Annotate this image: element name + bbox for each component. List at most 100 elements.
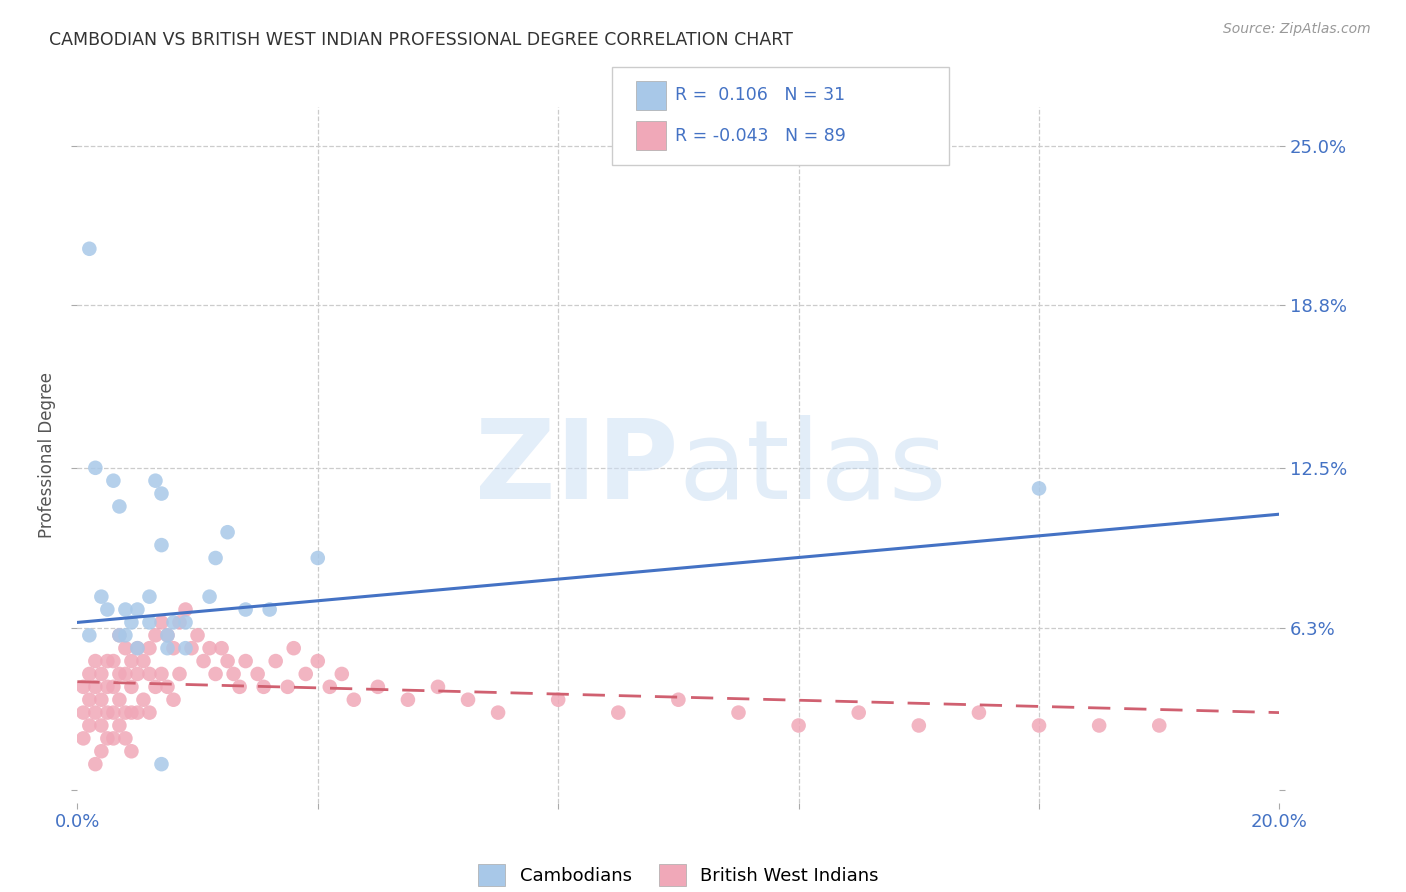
Point [96,602,118,616]
Point [132,654,155,668]
Point [319,680,342,694]
Point [235,654,257,668]
Point [96,706,118,720]
Point [84,460,107,475]
Point [90,744,112,758]
Point [174,641,197,656]
Point [169,615,191,630]
Point [246,667,269,681]
Point [162,641,184,656]
Text: atlas: atlas [679,416,946,523]
Point [108,628,131,642]
Point [294,667,316,681]
Point [90,718,112,732]
Point [103,706,125,720]
Point [127,641,149,656]
Point [204,667,226,681]
Y-axis label: Professional Degree: Professional Degree [38,372,56,538]
Point [198,641,221,656]
Text: CAMBODIAN VS BRITISH WEST INDIAN PROFESSIONAL DEGREE CORRELATION CHART: CAMBODIAN VS BRITISH WEST INDIAN PROFESS… [49,31,793,49]
Point [84,654,107,668]
Point [114,667,136,681]
Point [283,641,305,656]
Point [156,628,179,642]
Point [96,680,118,694]
Text: ZIP: ZIP [475,416,679,523]
Point [79,718,101,732]
Point [787,718,810,732]
Point [180,641,202,656]
Point [150,538,173,552]
Point [228,680,250,694]
Point [103,654,125,668]
Point [174,615,197,630]
Point [79,628,101,642]
Point [222,667,245,681]
Point [307,654,329,668]
Point [162,692,184,706]
Point [103,680,125,694]
Point [1149,718,1171,732]
Point [120,654,142,668]
Point [90,590,112,604]
Point [72,706,94,720]
Text: R =  0.106   N = 31: R = 0.106 N = 31 [675,87,845,104]
Point [848,706,870,720]
Point [127,706,149,720]
Legend: Cambodians, British West Indians: Cambodians, British West Indians [471,857,886,892]
Point [84,680,107,694]
Point [727,706,749,720]
Point [79,242,101,256]
Point [156,680,179,694]
Point [547,692,569,706]
Point [114,628,136,642]
Point [72,680,94,694]
Point [253,680,276,694]
Point [120,744,142,758]
Point [114,731,136,746]
Point [607,706,630,720]
Point [79,692,101,706]
Point [108,667,131,681]
Point [150,615,173,630]
Point [264,654,287,668]
Point [127,667,149,681]
Point [277,680,299,694]
Point [96,731,118,746]
Point [307,551,329,566]
Point [90,667,112,681]
Text: Source: ZipAtlas.com: Source: ZipAtlas.com [1223,22,1371,37]
Point [150,667,173,681]
Point [114,602,136,616]
Point [156,628,179,642]
Point [120,680,142,694]
Point [145,628,167,642]
Point [235,602,257,616]
Point [187,628,209,642]
Point [457,692,479,706]
Point [103,474,125,488]
Point [114,706,136,720]
Point [145,474,167,488]
Point [79,667,101,681]
Point [150,486,173,500]
Point [138,667,160,681]
Point [193,654,215,668]
Point [211,641,233,656]
Point [138,615,160,630]
Point [174,602,197,616]
Point [396,692,419,706]
Point [367,680,389,694]
Point [127,641,149,656]
Point [427,680,450,694]
Point [204,551,226,566]
Point [103,731,125,746]
Text: R = -0.043   N = 89: R = -0.043 N = 89 [675,127,846,145]
Point [120,615,142,630]
Point [72,731,94,746]
Point [138,641,160,656]
Point [114,641,136,656]
Point [84,706,107,720]
Point [84,757,107,772]
Point [967,706,990,720]
